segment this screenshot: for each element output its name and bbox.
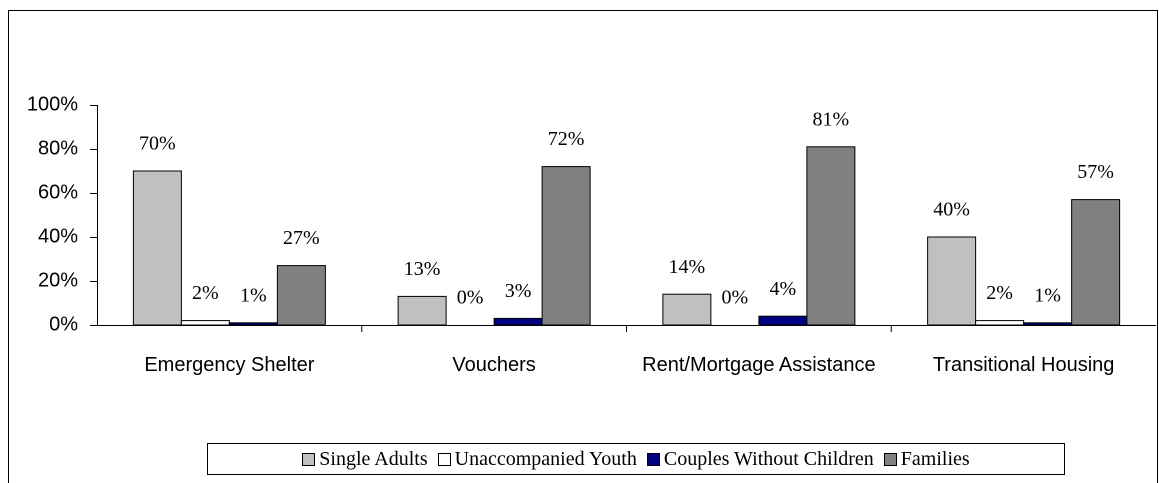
data-label: 70%: [139, 133, 176, 155]
data-label: 1%: [240, 284, 267, 306]
legend-label: Unaccompanied Youth: [454, 447, 637, 470]
data-label: 2%: [986, 282, 1013, 304]
bar: [132, 170, 182, 326]
data-label: 13%: [404, 258, 441, 280]
data-label: 72%: [548, 128, 585, 150]
data-label: 2%: [192, 282, 219, 304]
x-tick-label: Vouchers: [452, 354, 536, 376]
bar: [1023, 322, 1073, 326]
legend-item: Single Adults: [302, 447, 428, 471]
x-tick-label: Transitional Housing: [932, 354, 1115, 376]
x-tick-label: Rent/Mortgage Assistance: [642, 354, 876, 376]
data-label: 0%: [722, 287, 749, 309]
legend-swatch: [646, 452, 660, 466]
bar: [758, 315, 808, 326]
data-label: 57%: [1077, 161, 1114, 183]
data-label: 3%: [505, 280, 532, 302]
bar: [276, 265, 326, 326]
bar: [1071, 199, 1121, 326]
data-label: 27%: [283, 227, 320, 249]
bar: [397, 295, 447, 326]
data-label: 0%: [457, 287, 484, 309]
bar: [662, 293, 712, 326]
bar: [180, 320, 230, 326]
legend: Single Adults Unaccompanied Youth Couples …: [207, 443, 1065, 475]
y-tick-label: 80%: [38, 137, 78, 159]
bar: [806, 146, 856, 326]
data-label: 14%: [669, 256, 706, 278]
legend-swatch: [437, 452, 451, 466]
data-label: 81%: [813, 108, 850, 130]
legend-item: Couples Without Children: [646, 447, 874, 471]
bar: [975, 320, 1025, 326]
legend-item: Unaccompanied Youth: [437, 447, 637, 471]
legend-swatch: [883, 452, 897, 466]
legend-label: Single Adults: [319, 447, 428, 470]
chart-frame: [8, 10, 1158, 483]
legend-label: Couples Without Children: [663, 447, 874, 470]
y-tick-label: 60%: [38, 181, 78, 203]
legend-swatch: [302, 452, 316, 466]
bar: [493, 317, 543, 326]
data-label: 40%: [933, 199, 970, 221]
y-tick-label: 100%: [27, 93, 78, 115]
y-tick-label: 20%: [38, 269, 78, 291]
data-label: 1%: [1034, 284, 1061, 306]
data-label: 4%: [770, 278, 797, 300]
legend-label: Families: [900, 447, 970, 470]
x-tick-label: Emergency Shelter: [144, 354, 315, 376]
y-tick-label: 40%: [38, 225, 78, 247]
bar: [228, 322, 278, 326]
bar: [541, 166, 591, 326]
legend-item: Families: [883, 447, 970, 471]
bar: [927, 236, 977, 326]
y-tick-label: 0%: [49, 313, 78, 335]
